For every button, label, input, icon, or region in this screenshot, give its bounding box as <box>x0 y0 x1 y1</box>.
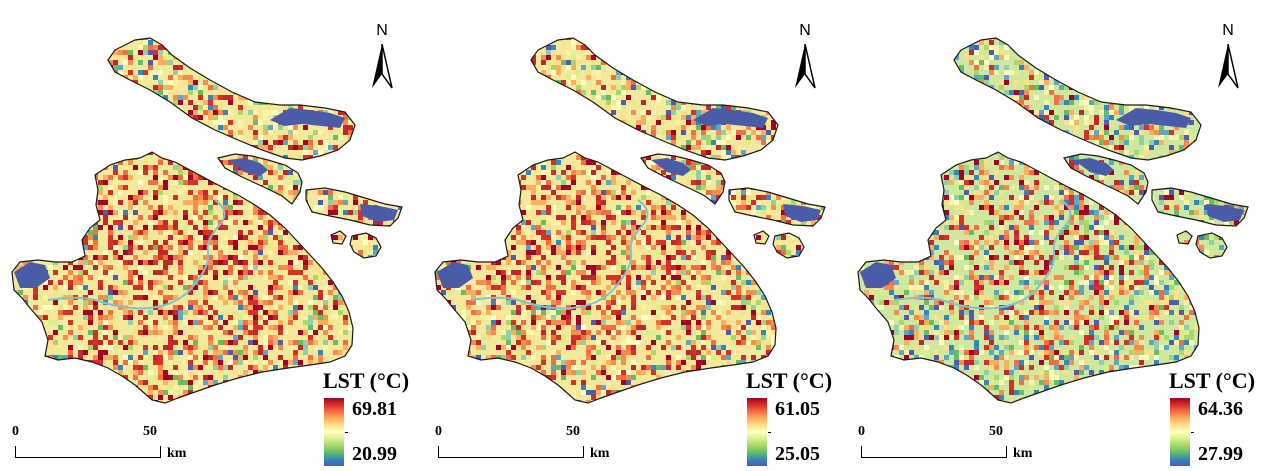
water-body <box>270 108 345 128</box>
outline-chongming <box>530 37 779 161</box>
ramp-tick <box>345 432 348 433</box>
north-label: N <box>799 22 811 39</box>
scale-start: 0 <box>858 424 865 439</box>
outline-islet1 <box>753 230 770 245</box>
river <box>47 199 226 310</box>
water-body <box>437 262 473 288</box>
ramp-tick <box>768 432 771 433</box>
scale-end: 50 <box>566 424 580 439</box>
scale-start: 0 <box>435 424 442 439</box>
outline-islet1 <box>1176 230 1193 245</box>
legend-min-value: 27.99 <box>1198 443 1243 465</box>
north-arrow: N <box>1208 22 1248 92</box>
north-label: N <box>376 22 388 39</box>
outline-islet2 <box>1195 232 1228 259</box>
color-ramp <box>1170 398 1190 466</box>
north-arrow-icon <box>795 43 816 89</box>
water-body <box>1074 158 1114 176</box>
legend-max-value: 69.81 <box>352 398 397 420</box>
outline-islet2 <box>349 232 382 259</box>
water-body <box>1116 108 1191 128</box>
color-ramp <box>747 398 767 466</box>
water-body <box>360 204 398 222</box>
water-body <box>651 158 691 176</box>
scale-end: 50 <box>989 424 1003 439</box>
outline-hengsha <box>305 187 403 227</box>
scale-line <box>15 446 161 458</box>
scale-bar: 0 50 km <box>858 424 1032 464</box>
legend-title: LST (°C) <box>323 368 410 393</box>
legend-max-value: 64.36 <box>1198 398 1243 420</box>
north-label: N <box>1222 22 1234 39</box>
outline-chongming <box>107 37 356 161</box>
legend-title: LST (°C) <box>746 368 833 393</box>
north-arrow-icon <box>372 43 393 89</box>
lst-texture <box>858 38 1248 403</box>
north-arrow: N <box>785 22 825 92</box>
ramp-tick <box>1191 432 1194 433</box>
map-panel-c: N LST (°C) 64.36 27.99 0 50 km <box>846 0 1269 471</box>
legend-min-value: 25.05 <box>775 443 820 465</box>
outline-mainland <box>857 151 1200 404</box>
water-body <box>860 262 896 288</box>
water-body <box>693 108 768 128</box>
outline-mainland <box>11 151 354 404</box>
outline-changxing <box>640 153 726 205</box>
outline-islet2 <box>772 232 805 259</box>
scale-bar: 0 50 km <box>435 424 609 464</box>
scale-bar: 0 50 km <box>12 424 186 464</box>
lst-map-a <box>11 37 403 404</box>
water-body <box>783 204 821 222</box>
legend-max-value: 61.05 <box>775 398 820 420</box>
map-panel-b: N LST (°C) 61.05 25.05 0 50 km <box>423 0 846 471</box>
color-ramp <box>324 398 344 466</box>
outline-hengsha <box>728 187 826 227</box>
river <box>470 199 649 310</box>
water-body <box>1206 204 1244 222</box>
water-body <box>228 158 268 176</box>
river <box>893 199 1072 310</box>
lst-map-c <box>857 37 1249 404</box>
scale-line <box>861 446 1007 458</box>
outline-changxing <box>217 153 303 205</box>
scale-unit: km <box>590 446 610 461</box>
scale-unit: km <box>167 446 187 461</box>
legend-title: LST (°C) <box>1169 368 1256 393</box>
outline-changxing <box>1063 153 1149 205</box>
legend-min-value: 20.99 <box>352 443 397 465</box>
lst-map-b <box>434 37 826 404</box>
scale-unit: km <box>1013 446 1033 461</box>
outline-chongming <box>953 37 1202 161</box>
scale-start: 0 <box>12 424 19 439</box>
north-arrow: N <box>362 22 402 92</box>
outline-islet1 <box>330 230 347 245</box>
scale-line <box>438 446 584 458</box>
outline-mainland <box>434 151 777 404</box>
water-body <box>14 262 50 288</box>
outline-hengsha <box>1151 187 1249 227</box>
map-panel-a: N LST (°C) 69.81 20.99 0 50 km <box>0 0 423 471</box>
scale-end: 50 <box>143 424 157 439</box>
north-arrow-icon <box>1218 43 1239 89</box>
